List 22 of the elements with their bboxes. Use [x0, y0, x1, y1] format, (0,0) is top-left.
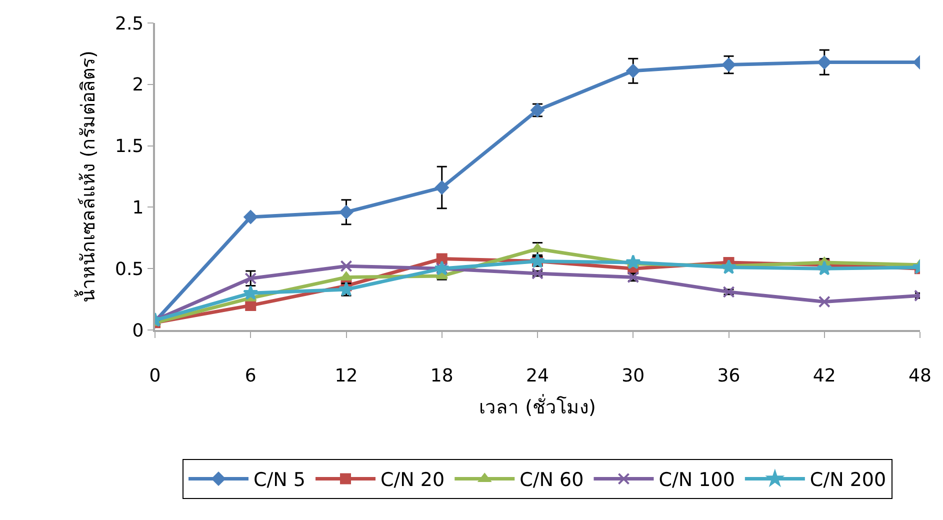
- legend-label: C/N 5: [254, 469, 306, 492]
- x-tick-label: 30: [622, 365, 645, 386]
- legend-label: C/N 20: [380, 469, 445, 492]
- y-tick-label: 0.5: [115, 258, 144, 280]
- x-axis-title: เวลา (ชั่วโมง): [479, 394, 596, 419]
- x-tick-label: 24: [526, 365, 549, 386]
- x-tick-label: 0: [149, 365, 161, 386]
- y-tick-label: 2.5: [115, 13, 144, 34]
- x-tick-label: 48: [908, 365, 932, 386]
- legend-label: C/N 200: [810, 469, 886, 492]
- legend-label: C/N 100: [658, 469, 735, 492]
- x-tick-label: 6: [244, 365, 256, 386]
- x-tick-label: 36: [717, 365, 740, 386]
- x-tick-label: 12: [334, 365, 358, 386]
- y-tick-label: 0: [132, 320, 144, 342]
- y-axis-title: น้ำหนักเซลล์แห้ง (กรัมต่อลิตร): [74, 50, 100, 302]
- y-tick-label: 1: [132, 198, 144, 218]
- x-tick-label: 18: [430, 365, 454, 386]
- y-tick-label: 2: [132, 74, 144, 96]
- x-tick-label: 42: [812, 365, 836, 386]
- legend-label: C/N 60: [520, 469, 584, 492]
- y-tick-label: 1.5: [115, 136, 144, 158]
